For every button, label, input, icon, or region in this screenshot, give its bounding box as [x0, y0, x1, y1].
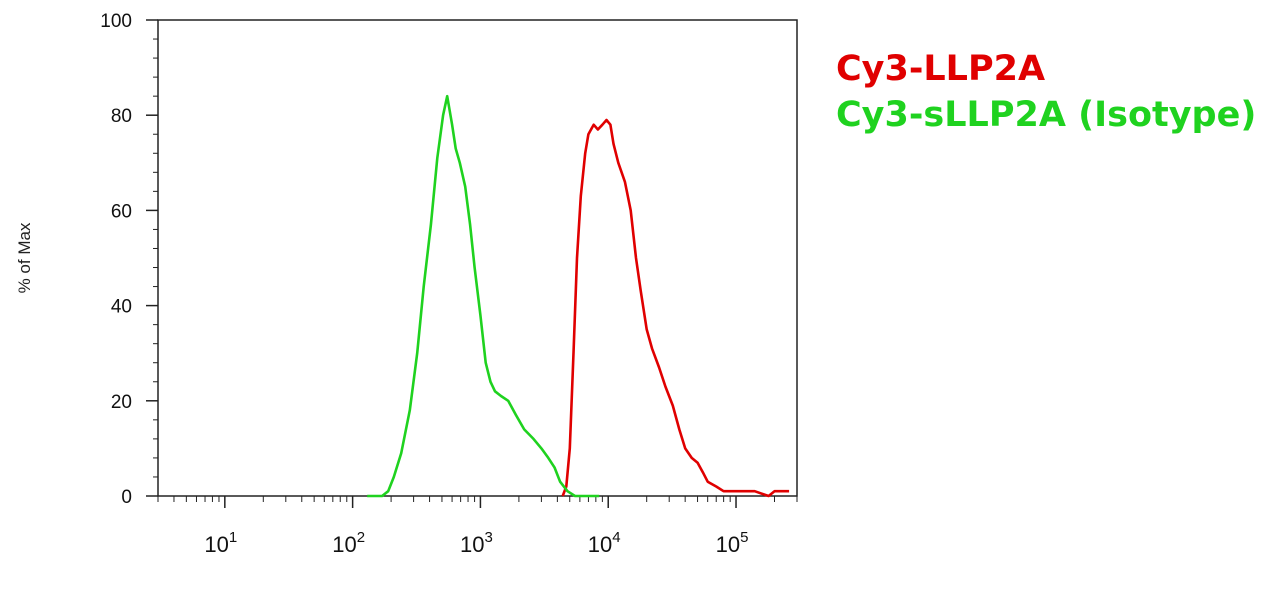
y-tick-label: 40: [111, 297, 132, 318]
series-line-cy3-sllp2a-isotype: [367, 94, 600, 498]
x-tick-label: 105: [716, 529, 749, 557]
series-layer: [367, 94, 790, 498]
y-tick-label: 60: [111, 201, 132, 222]
axis-tick-marks: [146, 19, 798, 508]
legend: Cy3-LLP2A Cy3-sLLP2A (Isotype): [836, 46, 1256, 138]
x-tick-label: 104: [588, 529, 621, 557]
x-tick-label: 101: [204, 529, 237, 557]
x-tick-label: 103: [460, 529, 493, 557]
plot-frame: [157, 19, 798, 497]
x-tick-label: 102: [332, 529, 365, 557]
series-line-cy3-llp2a: [561, 118, 790, 498]
y-tick-label: 80: [111, 106, 132, 127]
y-axis-label: % of Max: [15, 222, 34, 293]
y-tick-label: 20: [111, 392, 132, 413]
y-tick-label: 0: [121, 487, 132, 508]
y-tick-group: 0 20 40 60 80 100: [100, 11, 132, 508]
x-tick-group: 101 102 103 104 105: [204, 529, 748, 557]
legend-entry-cy3-llp2a: Cy3-LLP2A: [836, 49, 1046, 89]
y-tick-label: 100: [100, 11, 132, 32]
legend-entry-cy3-sllp2a-isotype: Cy3-sLLP2A (Isotype): [836, 95, 1257, 135]
